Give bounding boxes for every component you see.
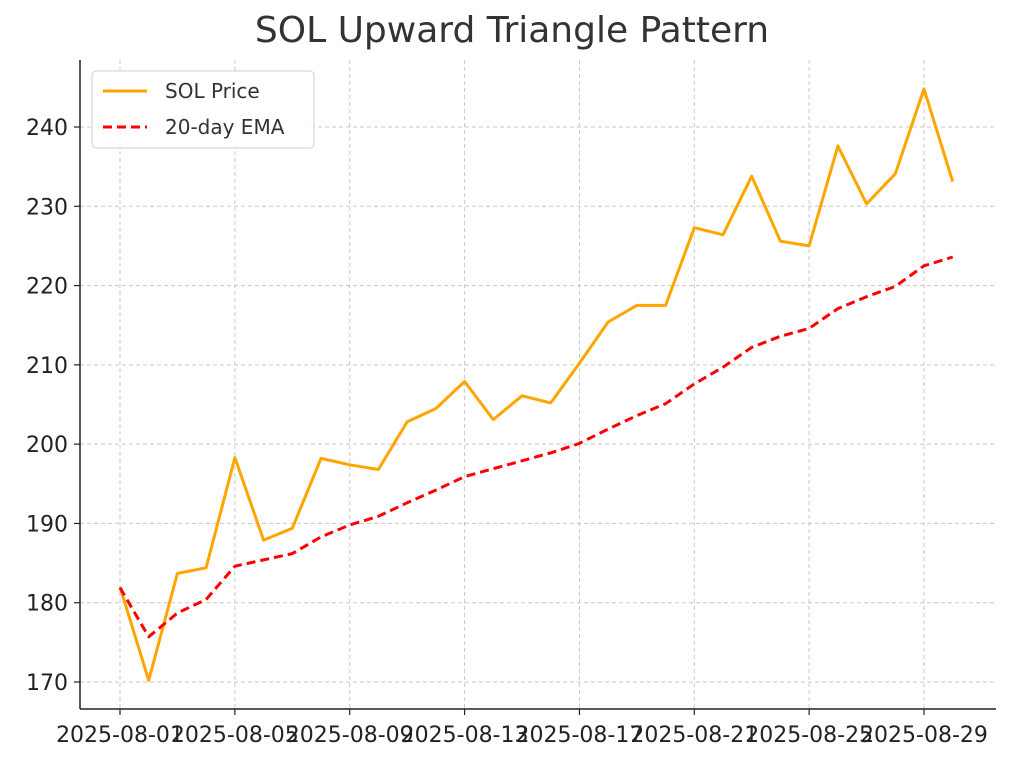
y-tick-label: 170	[26, 671, 68, 696]
x-tick-label: 2025-08-09	[286, 723, 414, 748]
legend-label-price: SOL Price	[165, 79, 260, 103]
x-tick-label: 2025-08-01	[56, 723, 184, 748]
y-tick-label: 190	[26, 512, 68, 537]
x-tick-label: 2025-08-17	[515, 723, 643, 748]
y-tick-label: 210	[26, 354, 68, 379]
x-tick-label: 2025-08-05	[171, 723, 299, 748]
x-tick-label: 2025-08-25	[745, 723, 873, 748]
y-tick-label: 220	[26, 275, 68, 300]
y-tick-label: 230	[26, 195, 68, 220]
series-line-ema	[120, 257, 953, 637]
x-tick-label: 2025-08-13	[401, 723, 529, 748]
legend-label-ema: 20-day EMA	[165, 115, 285, 139]
y-tick-label: 180	[26, 592, 68, 617]
y-tick-label: 200	[26, 433, 68, 458]
series-line-price	[120, 89, 953, 681]
x-tick-label: 2025-08-29	[860, 723, 988, 748]
y-tick-label: 240	[26, 116, 68, 141]
x-tick-label: 2025-08-21	[630, 723, 758, 748]
chart-title: SOL Upward Triangle Pattern	[0, 10, 1024, 51]
